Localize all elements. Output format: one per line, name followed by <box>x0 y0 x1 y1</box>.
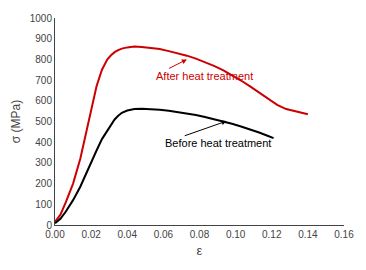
svg-text:0.06: 0.06 <box>154 229 174 240</box>
svg-text:500: 500 <box>35 116 52 127</box>
svg-text:200: 200 <box>35 178 52 189</box>
svg-text:100: 100 <box>35 199 52 210</box>
svg-text:ε: ε <box>197 243 203 258</box>
svg-text:0.14: 0.14 <box>298 229 318 240</box>
svg-text:0.10: 0.10 <box>226 229 246 240</box>
svg-text:0.12: 0.12 <box>262 229 282 240</box>
svg-text:400: 400 <box>35 137 52 148</box>
svg-text:600: 600 <box>35 95 52 106</box>
svg-text:0.16: 0.16 <box>334 229 354 240</box>
svg-text:After heat treatment: After heat treatment <box>156 70 253 82</box>
svg-text:σ (MPa): σ (MPa) <box>9 100 23 143</box>
svg-text:300: 300 <box>35 157 52 168</box>
svg-text:0.02: 0.02 <box>81 229 101 240</box>
svg-text:700: 700 <box>35 75 52 86</box>
svg-text:900: 900 <box>35 33 52 44</box>
svg-text:Before heat treatment: Before heat treatment <box>165 137 271 149</box>
svg-text:800: 800 <box>35 54 52 65</box>
svg-text:0: 0 <box>46 220 52 231</box>
svg-text:0.08: 0.08 <box>190 229 210 240</box>
svg-text:0.04: 0.04 <box>118 229 138 240</box>
svg-text:0.00: 0.00 <box>45 229 65 240</box>
svg-text:1000: 1000 <box>30 13 53 24</box>
